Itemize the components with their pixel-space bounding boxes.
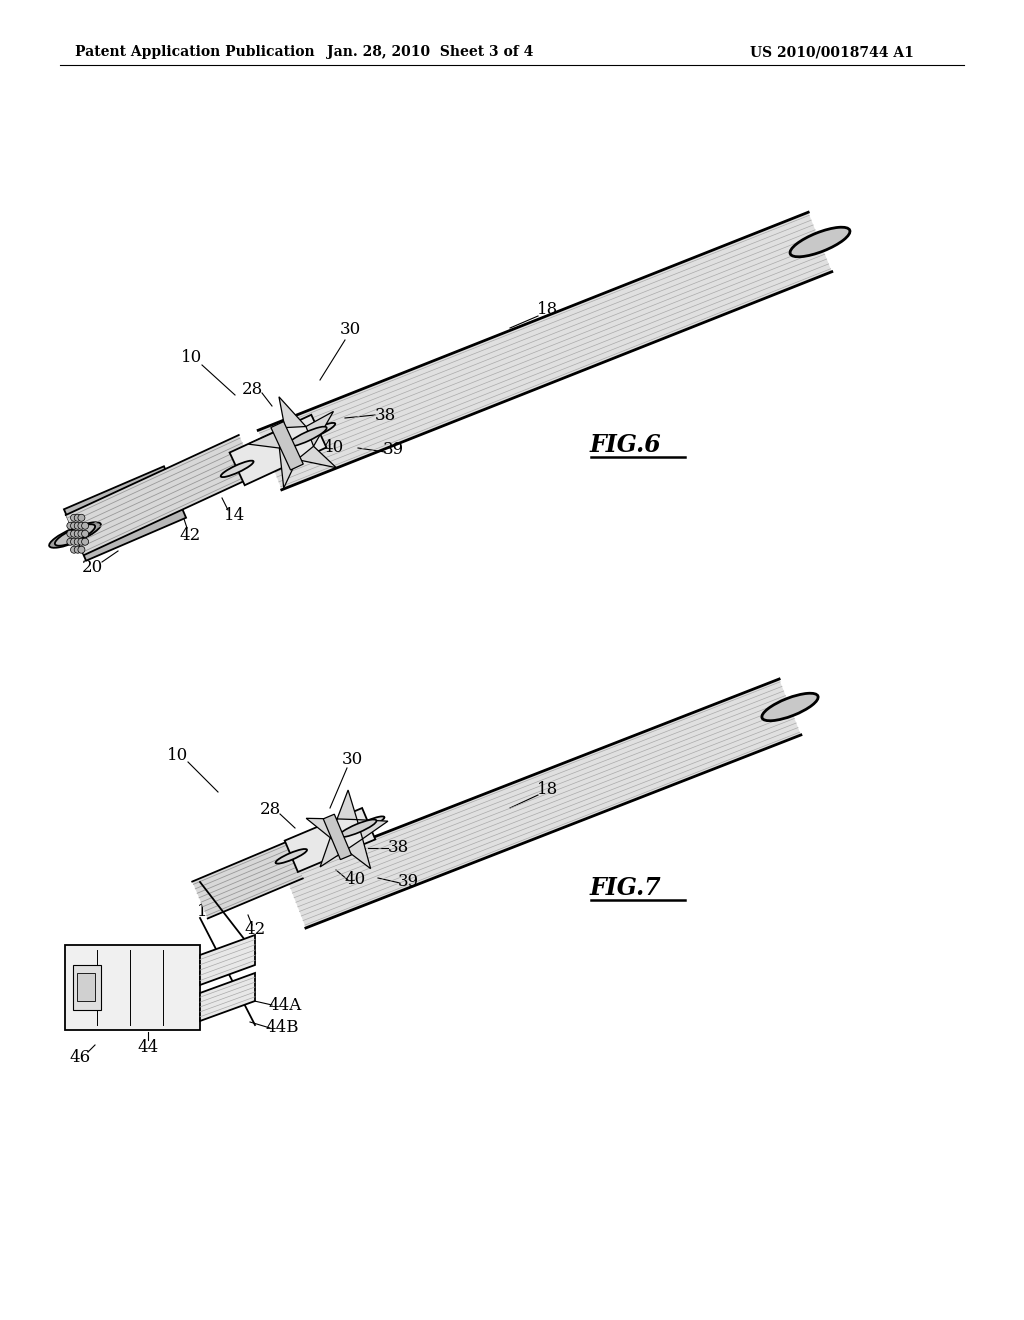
Text: 44A: 44A: [268, 997, 302, 1014]
Ellipse shape: [762, 693, 818, 721]
Ellipse shape: [71, 515, 78, 521]
Text: 30: 30: [341, 751, 362, 768]
Text: 42: 42: [179, 527, 201, 544]
Ellipse shape: [67, 539, 74, 545]
Text: US 2010/0018744 A1: US 2010/0018744 A1: [750, 45, 913, 59]
Polygon shape: [357, 820, 388, 838]
Polygon shape: [337, 791, 357, 820]
Polygon shape: [284, 678, 801, 928]
Polygon shape: [63, 466, 186, 561]
Ellipse shape: [55, 524, 95, 545]
Ellipse shape: [82, 523, 89, 529]
Ellipse shape: [71, 531, 78, 537]
Ellipse shape: [78, 523, 85, 529]
Text: Jan. 28, 2010  Sheet 3 of 4: Jan. 28, 2010 Sheet 3 of 4: [327, 45, 534, 59]
Text: 18: 18: [538, 781, 559, 799]
Ellipse shape: [78, 515, 85, 521]
Ellipse shape: [74, 515, 81, 521]
Text: 39: 39: [397, 874, 419, 891]
Polygon shape: [258, 213, 831, 490]
Polygon shape: [200, 935, 255, 985]
Ellipse shape: [221, 461, 254, 477]
Text: FIG.7: FIG.7: [590, 876, 662, 900]
Polygon shape: [229, 414, 327, 486]
Polygon shape: [324, 814, 351, 859]
Text: 12: 12: [99, 496, 121, 513]
Text: 10: 10: [181, 350, 203, 367]
Text: 20: 20: [81, 560, 102, 577]
Text: 30: 30: [339, 322, 360, 338]
FancyBboxPatch shape: [65, 945, 200, 1030]
Text: 44B: 44B: [265, 1019, 299, 1036]
Text: 14: 14: [224, 507, 246, 524]
Text: 28: 28: [242, 381, 262, 399]
Text: FIG.6: FIG.6: [590, 433, 662, 457]
Ellipse shape: [67, 523, 74, 529]
Polygon shape: [306, 818, 337, 838]
Ellipse shape: [74, 523, 81, 529]
Polygon shape: [280, 447, 297, 488]
Polygon shape: [306, 412, 334, 446]
FancyBboxPatch shape: [77, 973, 95, 1001]
Ellipse shape: [78, 539, 85, 545]
Text: 10: 10: [167, 747, 188, 763]
Polygon shape: [200, 973, 255, 1020]
Text: 12: 12: [198, 903, 219, 920]
Ellipse shape: [302, 422, 335, 440]
Ellipse shape: [78, 531, 85, 537]
Text: 38: 38: [375, 407, 395, 424]
FancyBboxPatch shape: [73, 965, 101, 1010]
Ellipse shape: [74, 546, 81, 553]
Text: 18: 18: [538, 301, 559, 318]
Text: 46: 46: [70, 1049, 90, 1067]
Polygon shape: [285, 808, 376, 873]
Polygon shape: [271, 421, 303, 470]
Polygon shape: [248, 428, 285, 447]
Text: 38: 38: [387, 840, 409, 857]
Text: 28: 28: [259, 801, 281, 818]
Ellipse shape: [74, 539, 81, 545]
Text: 42: 42: [245, 921, 265, 939]
Ellipse shape: [67, 531, 74, 537]
Text: Patent Application Publication: Patent Application Publication: [75, 45, 314, 59]
Ellipse shape: [339, 820, 377, 837]
Ellipse shape: [82, 539, 89, 545]
Ellipse shape: [71, 523, 78, 529]
Polygon shape: [297, 446, 337, 467]
Ellipse shape: [353, 816, 384, 832]
Ellipse shape: [74, 531, 81, 537]
Polygon shape: [279, 397, 306, 428]
Ellipse shape: [82, 531, 89, 537]
Ellipse shape: [275, 849, 307, 863]
Text: L: L: [227, 441, 238, 455]
Ellipse shape: [71, 539, 78, 545]
Ellipse shape: [71, 546, 78, 553]
Polygon shape: [346, 838, 371, 869]
Polygon shape: [66, 436, 257, 554]
Ellipse shape: [288, 426, 327, 446]
Polygon shape: [193, 842, 303, 919]
Text: 44: 44: [137, 1040, 159, 1056]
Polygon shape: [321, 838, 346, 867]
Text: 40: 40: [344, 871, 366, 888]
Ellipse shape: [49, 523, 101, 548]
Ellipse shape: [78, 546, 85, 553]
Text: 39: 39: [382, 441, 403, 458]
Ellipse shape: [791, 227, 850, 257]
Text: 40: 40: [323, 438, 344, 455]
